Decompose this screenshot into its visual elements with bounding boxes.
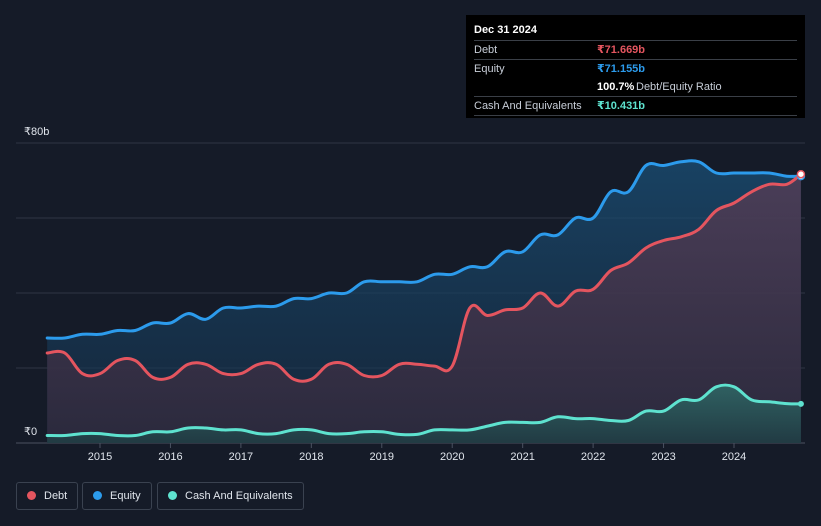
x-tick-label: 2020 — [440, 451, 464, 463]
cash-end-marker — [797, 400, 804, 407]
tooltip-equity-row: Equity ₹71.155b — [474, 62, 797, 78]
legend-equity-dot-icon — [93, 491, 102, 500]
x-tick-label: 2024 — [722, 451, 746, 463]
tooltip-debt-value: ₹71.669b — [597, 44, 646, 56]
series-lines — [45, 159, 803, 438]
legend-cash-label: Cash And Equivalents — [185, 490, 293, 502]
y-axis-bottom-label: ₹0 — [24, 426, 38, 438]
debt-end-marker — [796, 169, 806, 179]
x-tick-label: 2017 — [229, 451, 253, 463]
x-axis-ticks: 2015 2016 2017 2018 2019 2020 2021 2022 2023 2024 — [88, 443, 746, 463]
tooltip-ratio-row: 100.7% Debt/Equity Ratio — [474, 80, 797, 97]
x-tick-label: 2019 — [370, 451, 394, 463]
tooltip-ratio-value: 100.7% — [597, 81, 635, 93]
debt-line — [45, 172, 803, 383]
y-axis-top-label: ₹80b — [24, 126, 50, 138]
tooltip-debt-row: Debt ₹71.669b — [474, 43, 797, 60]
tooltip-date: Dec 31 2024 — [474, 24, 797, 41]
legend-equity-label: Equity — [110, 490, 141, 502]
tooltip-cash-value: ₹10.431b — [597, 100, 646, 112]
x-tick-label: 2021 — [510, 451, 534, 463]
x-tick-label: 2022 — [581, 451, 605, 463]
legend-cash-dot-icon — [168, 491, 177, 500]
tooltip-debt-label: Debt — [474, 44, 498, 56]
tooltip-panel: Dec 31 2024 Debt ₹71.669b Equity ₹71.155… — [466, 15, 805, 118]
x-tick-label: 2023 — [651, 451, 675, 463]
tooltip-equity-value: ₹71.155b — [597, 63, 646, 75]
x-tick-label: 2018 — [299, 451, 323, 463]
legend-item-equity[interactable]: Equity — [82, 482, 152, 510]
x-tick-label: 2015 — [88, 451, 112, 463]
tooltip-cash-label: Cash And Equivalents — [474, 100, 582, 112]
x-tick-label: 2016 — [158, 451, 182, 463]
tooltip-ratio-label: Debt/Equity Ratio — [636, 81, 722, 93]
legend-item-debt[interactable]: Debt — [16, 482, 79, 510]
end-markers — [796, 169, 806, 407]
legend-item-cash[interactable]: Cash And Equivalents — [157, 482, 304, 510]
tooltip-cash-row: Cash And Equivalents ₹10.431b — [474, 99, 797, 116]
legend-debt-dot-icon — [27, 491, 36, 500]
cash-area — [47, 385, 801, 443]
equity-line — [45, 159, 803, 340]
tooltip-equity-label: Equity — [474, 63, 505, 75]
cash-line — [45, 383, 803, 438]
legend-debt-label: Debt — [44, 490, 68, 502]
